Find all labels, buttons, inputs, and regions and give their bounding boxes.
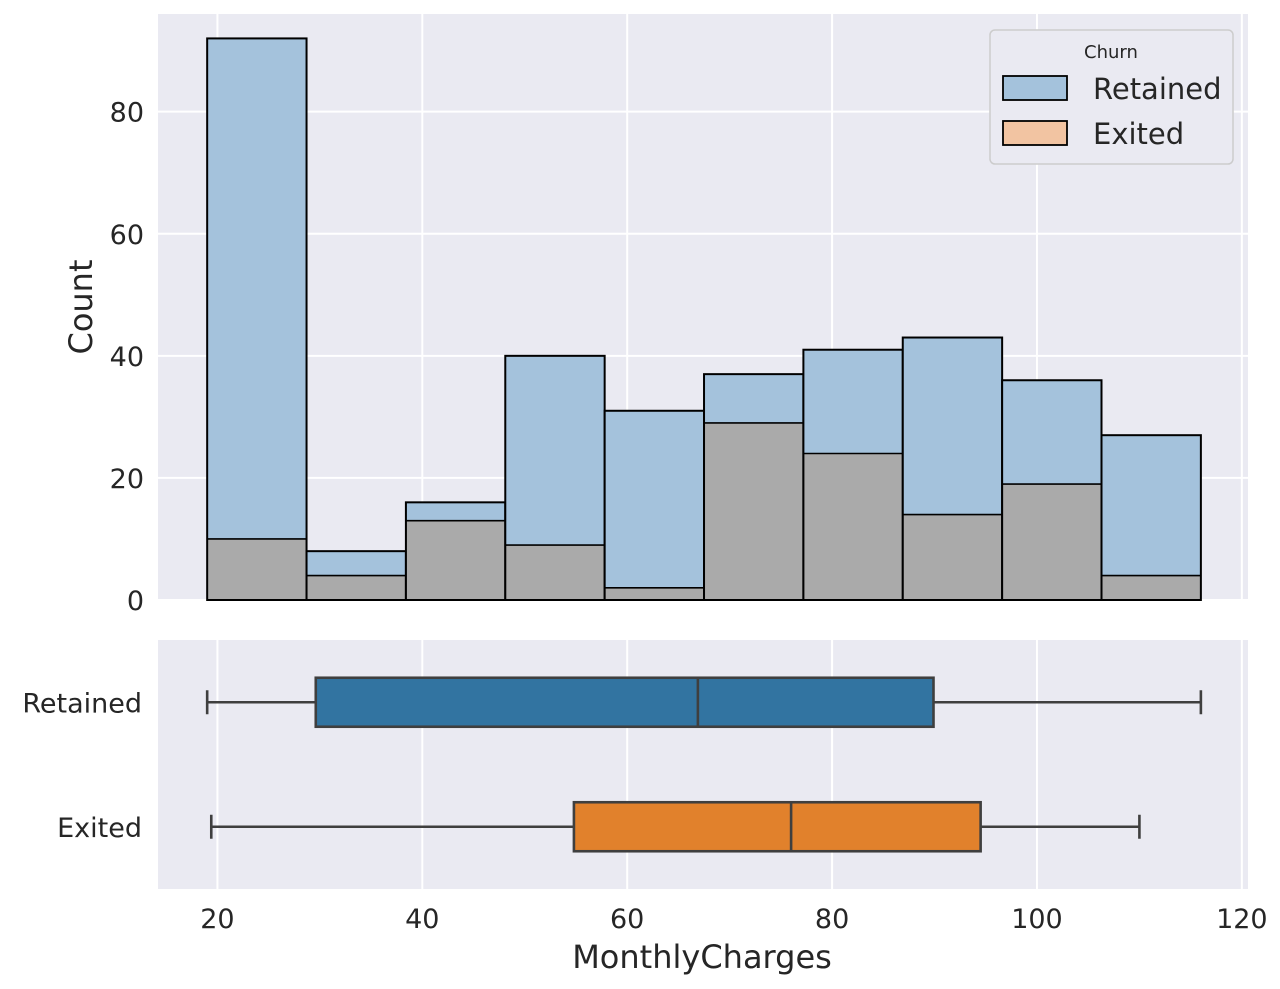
box-exited	[209, 800, 1141, 853]
legend-title: Churn	[1084, 42, 1138, 63]
retained-bar-outline	[206, 37, 308, 601]
exited-bar	[803, 453, 903, 600]
x-tick-label: 40	[405, 904, 439, 935]
exited-bar	[902, 514, 1003, 600]
x-tick-label: 20	[200, 904, 234, 935]
legend-swatch-exited	[1002, 120, 1068, 146]
exited-bar	[405, 520, 506, 600]
iqr-box	[314, 676, 935, 729]
boxplot-panel: Retained Exited 20 40 60 80 100 120	[22, 640, 1268, 935]
retained-bar	[604, 410, 705, 600]
y-tick-label: 80	[110, 98, 144, 129]
legend-swatch-retained	[1002, 75, 1068, 101]
box-retained	[205, 676, 1203, 729]
exited-bar	[604, 587, 705, 600]
retained-bar-outline	[1100, 434, 1202, 601]
y-tick-label: 20	[110, 464, 144, 495]
retained-bar	[1101, 435, 1201, 600]
y-category-label: Exited	[57, 813, 142, 844]
y-tick-label: 40	[110, 342, 144, 373]
x-tick-label: 80	[815, 904, 849, 935]
y-tick-label: 0	[127, 586, 144, 617]
x-tick-label: 100	[1011, 904, 1063, 935]
exited-bar	[1002, 484, 1102, 600]
legend: Churn Retained Exited	[989, 29, 1234, 165]
exited-bar	[505, 545, 605, 600]
retained-bar	[207, 38, 307, 600]
exited-bar	[704, 422, 804, 600]
legend-label-retained: Retained	[1093, 72, 1222, 106]
iqr-box	[572, 800, 982, 853]
x-tick-label: 60	[610, 904, 644, 935]
y-category-label: Retained	[22, 688, 142, 719]
exited-bar	[306, 575, 406, 600]
exited-bar	[1101, 575, 1201, 600]
exited-bar	[207, 538, 307, 600]
legend-label-exited: Exited	[1093, 117, 1184, 151]
x-axis-label: MonthlyCharges	[572, 938, 832, 976]
y-axis-label: Count	[62, 259, 100, 354]
x-tick-label: 120	[1216, 904, 1268, 935]
y-tick-label: 60	[110, 220, 144, 251]
